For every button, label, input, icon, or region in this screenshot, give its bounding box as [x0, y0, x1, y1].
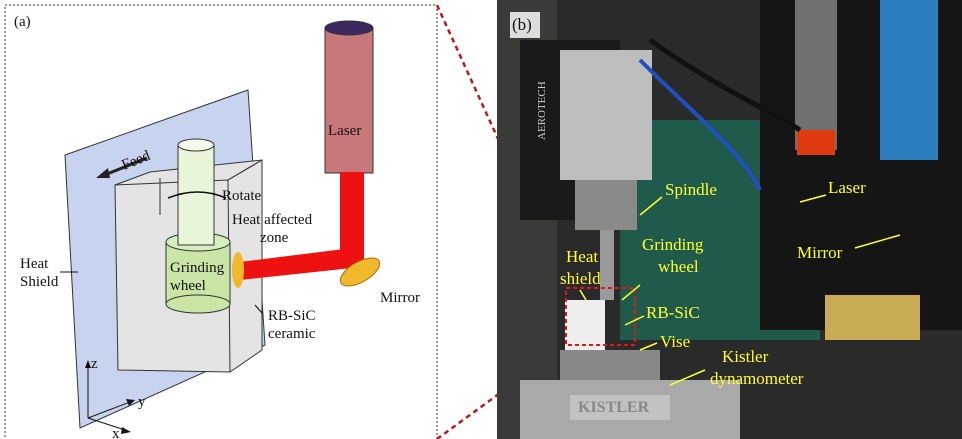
- photo: (b) Spindle Laser Mirror Grinding wheel Heat sh…: [497, 0, 962, 439]
- label: Vise: [660, 332, 690, 351]
- label: zone: [260, 230, 289, 246]
- label: Laser: [328, 123, 361, 139]
- label: RB-SiC: [268, 308, 316, 324]
- panel-tag: (b): [512, 15, 532, 34]
- label: Mirror: [380, 290, 420, 306]
- figure: (a)LaserFeedRotateHeat affectedzoneHeatS…: [0, 0, 962, 439]
- label: Shield: [20, 274, 59, 290]
- label: shield: [560, 269, 601, 288]
- label: Heat affected: [232, 212, 313, 228]
- label: wheel: [658, 257, 699, 276]
- label: RB-SiC: [646, 303, 700, 322]
- label: Laser: [828, 178, 866, 197]
- label: Heat: [20, 256, 49, 272]
- label: Kistler: [722, 347, 769, 366]
- label: ceramic: [268, 326, 316, 342]
- panel-tag: (a): [14, 14, 31, 30]
- brand: KISTLER: [578, 399, 650, 416]
- label: dynamometer: [710, 369, 804, 388]
- label: Mirror: [797, 243, 843, 262]
- label: z: [91, 356, 98, 372]
- brand: AEROTECH: [536, 81, 548, 140]
- label: Spindle: [665, 180, 717, 199]
- label: Grinding: [642, 235, 704, 254]
- label: Rotate: [222, 188, 261, 204]
- label: wheel: [170, 278, 206, 294]
- label: Heat: [566, 247, 598, 266]
- label: Grinding: [170, 260, 225, 276]
- label: x: [112, 426, 120, 439]
- label: y: [138, 394, 146, 410]
